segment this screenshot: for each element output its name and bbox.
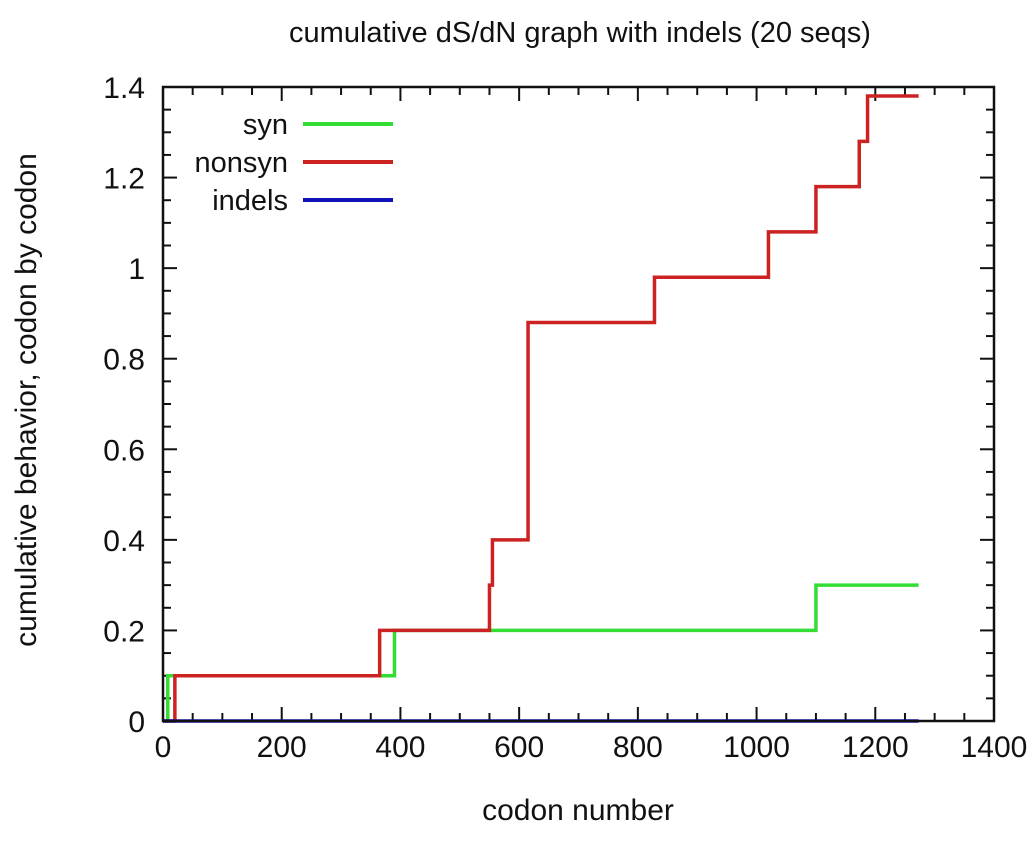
axis-ticks	[162, 86, 995, 722]
y-tick-label: 0.4	[103, 525, 145, 558]
y-tick-label: 1	[128, 253, 145, 286]
legend-label-syn: syn	[243, 109, 288, 141]
x-axis-title: codon number	[482, 794, 674, 827]
y-tick-label: 1.2	[103, 163, 145, 196]
chart-title: cumulative dS/dN graph with indels (20 s…	[289, 17, 871, 49]
x-tick-label: 400	[375, 731, 425, 764]
y-axis-title: cumulative behavior, codon by codon	[10, 153, 43, 647]
x-tick-label: 1200	[842, 731, 909, 764]
legend: syn nonsyn indels	[194, 109, 393, 217]
x-tick-label: 1400	[961, 731, 1028, 764]
y-tick-label: 0.6	[103, 434, 145, 467]
series-line-nonsyn	[163, 94, 919, 723]
x-tick-label: 1000	[723, 731, 790, 764]
plot-frame	[161, 85, 996, 723]
legend-label-indels: indels	[212, 185, 288, 217]
y-tick-label: 1.4	[103, 72, 145, 105]
series-line-syn	[163, 583, 919, 723]
y-tick-label: 0	[128, 706, 145, 739]
tick-labels: 0 200 400 600 800 1000 1200 1400 0 0.2 0.4 0.6 0.8 1 1…	[103, 72, 1027, 764]
y-tick-label: 0.8	[103, 344, 145, 377]
x-tick-label: 0	[155, 731, 172, 764]
x-tick-label: 800	[613, 731, 663, 764]
x-tick-label: 600	[494, 731, 544, 764]
legend-label-nonsyn: nonsyn	[194, 147, 288, 179]
x-tick-label: 200	[257, 731, 307, 764]
y-tick-label: 0.2	[103, 615, 145, 648]
